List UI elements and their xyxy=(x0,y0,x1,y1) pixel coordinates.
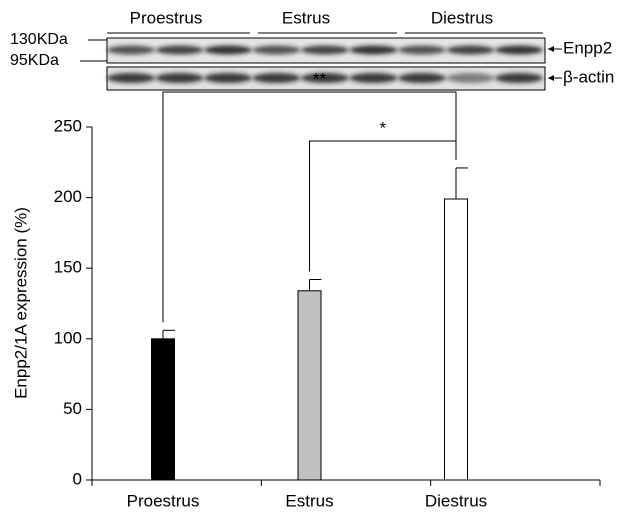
marker-label: 130KDa xyxy=(10,31,68,48)
blot-band xyxy=(350,46,398,55)
bar xyxy=(298,291,321,480)
significance-label: * xyxy=(379,118,386,137)
blot-band xyxy=(204,73,252,83)
x-tick-label: Estrus xyxy=(285,491,333,510)
error-bar xyxy=(163,330,175,338)
band-label: Enpp2 xyxy=(563,38,612,57)
significance-bracket xyxy=(310,141,457,271)
y-tick-label: 100 xyxy=(54,328,82,347)
y-tick-label: 200 xyxy=(54,187,82,206)
blot-band xyxy=(107,46,155,55)
blot-band xyxy=(495,46,543,55)
blot-band xyxy=(253,46,301,55)
blot-band xyxy=(350,73,398,83)
arrow-head xyxy=(548,75,554,81)
y-axis-label: Enpp2/1A expression (%) xyxy=(11,207,30,399)
blot-band xyxy=(156,73,204,83)
y-tick-label: 250 xyxy=(54,116,82,135)
blot-band xyxy=(447,73,495,83)
marker-label: 95KDa xyxy=(10,52,59,69)
blot-band xyxy=(301,46,349,55)
blot-group-label: Diestrus xyxy=(431,8,493,27)
bar xyxy=(152,339,175,480)
error-bar xyxy=(456,168,468,199)
figure: Proestrus Estrus Diestrus 130KDa 95KDa E… xyxy=(0,0,640,513)
blot-band xyxy=(398,73,446,83)
blot-band xyxy=(398,46,446,55)
significance-label: ** xyxy=(313,69,327,88)
band-label: β-actin xyxy=(563,67,614,86)
blot-group-label: Proestrus xyxy=(130,8,203,27)
blot-band xyxy=(447,46,495,55)
blot-band xyxy=(253,73,301,83)
y-tick-label: 0 xyxy=(73,469,82,488)
x-tick-label: Proestrus xyxy=(127,491,200,510)
y-tick-label: 150 xyxy=(54,258,82,277)
blot-band xyxy=(495,73,543,83)
blot-band xyxy=(156,46,204,55)
bar xyxy=(445,199,468,480)
y-tick-label: 50 xyxy=(63,399,82,418)
blot-band xyxy=(204,46,252,55)
x-tick-label: Diestrus xyxy=(425,491,487,510)
blot-band xyxy=(107,73,155,83)
error-bar xyxy=(310,279,322,290)
blot-group-label: Estrus xyxy=(282,8,330,27)
arrow-head xyxy=(548,46,554,52)
